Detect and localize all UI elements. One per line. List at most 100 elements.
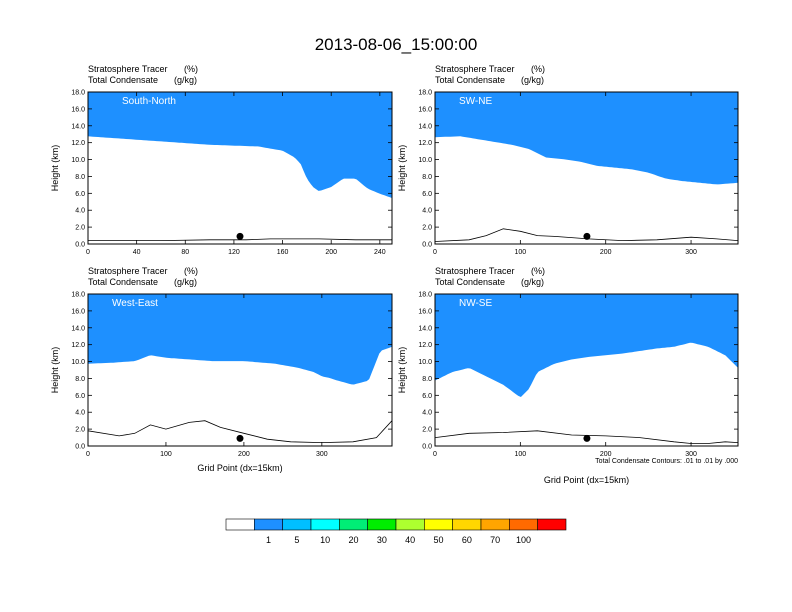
condensate-contour xyxy=(435,430,738,444)
x-tick-label: 240 xyxy=(374,249,386,256)
y-axis-label: Height (km) xyxy=(50,347,60,394)
subtitle-condensate: Total Condensate xyxy=(88,277,158,287)
y-tick-label: 18.0 xyxy=(418,292,432,299)
y-tick-label: 6.0 xyxy=(75,393,85,400)
colorbar-label: 40 xyxy=(405,535,415,545)
colorbar-box xyxy=(509,518,538,531)
y-tick-label: 2.0 xyxy=(75,427,85,434)
y-tick-label: 4.0 xyxy=(422,208,432,215)
tracer-field xyxy=(88,92,392,241)
colorbar-label: 20 xyxy=(348,535,358,545)
x-tick-label: 0 xyxy=(86,451,90,458)
y-tick-label: 0.0 xyxy=(422,444,432,451)
subtitle-condensate-units: (g/kg) xyxy=(521,75,544,85)
y-tick-label: 8.0 xyxy=(75,174,85,181)
panel-3: 0.0 2.0 4.0 6.0 8.0 10.0 12.0 14.0 16.0 18.0 0 100 2… xyxy=(397,266,739,485)
colorbar-box xyxy=(367,518,397,531)
subtitle-tracer-units: (%) xyxy=(531,64,545,74)
y-tick-label: 8.0 xyxy=(75,376,85,383)
colorbar-label: 100 xyxy=(516,535,531,545)
plot-frame xyxy=(87,293,393,447)
y-tick-label: 14.0 xyxy=(71,325,85,332)
tracer-field xyxy=(435,92,738,242)
colorbar: 1 5 10 20 30 40 50 60 70 100 xyxy=(225,518,567,545)
subtitle-condensate: Total Condensate xyxy=(435,277,505,287)
tracer-band-1 xyxy=(435,92,738,185)
y-axis-label: Height (km) xyxy=(397,347,407,394)
colorbar-box xyxy=(537,518,567,531)
y-tick-label: 18.0 xyxy=(71,90,85,97)
y-tick-label: 6.0 xyxy=(422,191,432,198)
subtitle-condensate-units: (g/kg) xyxy=(174,277,197,287)
tracer-band-1 xyxy=(88,294,392,385)
panel-label: SW-NE xyxy=(459,96,492,107)
tracer-band-1 xyxy=(88,92,392,198)
y-tick-label: 16.0 xyxy=(71,308,85,315)
subtitle-condensate-units: (g/kg) xyxy=(521,277,544,287)
subtitle-tracer: Stratosphere Tracer xyxy=(88,64,168,74)
y-tick-label: 4.0 xyxy=(422,410,432,417)
y-tick-label: 16.0 xyxy=(418,106,432,113)
colorbar-label: 10 xyxy=(320,535,330,545)
contour-note: Total Condensate Contours: .01 to .01 by… xyxy=(595,458,738,465)
y-tick-label: 14.0 xyxy=(71,123,85,130)
x-tick-label: 100 xyxy=(160,451,172,458)
y-axis-label: Height (km) xyxy=(397,145,407,192)
y-tick-label: 8.0 xyxy=(422,376,432,383)
y-tick-label: 16.0 xyxy=(418,308,432,315)
panel-1: 0.0 2.0 4.0 6.0 8.0 10.0 12.0 14.0 16.0 18.0 0 100 2… xyxy=(397,64,739,256)
colorbar-label: 70 xyxy=(490,535,500,545)
y-tick-label: 14.0 xyxy=(418,123,432,130)
y-tick-label: 12.0 xyxy=(71,342,85,349)
colorbar-box xyxy=(282,518,312,531)
panel-label: West-East xyxy=(112,298,158,309)
x-tick-label: 200 xyxy=(600,451,612,458)
y-tick-label: 10.0 xyxy=(418,359,432,366)
y-tick-label: 10.0 xyxy=(418,157,432,164)
colorbar-box xyxy=(225,518,255,531)
y-axis-label: Height (km) xyxy=(50,145,60,192)
tracer-band-1 xyxy=(435,294,738,397)
y-tick-label: 10.0 xyxy=(71,359,85,366)
plot-frame xyxy=(434,91,739,245)
subtitle-condensate-units: (g/kg) xyxy=(174,75,197,85)
colorbar-box xyxy=(424,518,453,531)
colorbar-box xyxy=(480,518,510,531)
colorbar-box xyxy=(452,518,482,531)
colorbar-label: 50 xyxy=(433,535,443,545)
x-tick-label: 0 xyxy=(433,451,437,458)
colorbar-box xyxy=(310,518,340,531)
y-tick-label: 12.0 xyxy=(418,342,432,349)
y-tick-label: 6.0 xyxy=(75,191,85,198)
y-tick-label: 8.0 xyxy=(422,174,432,181)
colorbar-box xyxy=(339,518,368,531)
location-marker xyxy=(583,232,591,240)
y-tick-label: 14.0 xyxy=(418,325,432,332)
x-tick-label: 40 xyxy=(133,249,141,256)
x-tick-label: 300 xyxy=(316,451,328,458)
tracer-field xyxy=(88,294,392,444)
y-tick-label: 18.0 xyxy=(418,90,432,97)
subtitle-tracer-units: (%) xyxy=(531,266,545,276)
subtitle-condensate: Total Condensate xyxy=(88,75,158,85)
x-tick-label: 200 xyxy=(238,451,250,458)
subtitle-tracer: Stratosphere Tracer xyxy=(88,266,168,276)
y-tick-label: 2.0 xyxy=(422,225,432,232)
panel-2: 0.0 2.0 4.0 6.0 8.0 10.0 12.0 14.0 16.0 18.0 0 100 2… xyxy=(50,266,393,473)
x-tick-label: 300 xyxy=(685,249,697,256)
x-tick-label: 100 xyxy=(515,249,527,256)
colorbar-label: 5 xyxy=(294,535,299,545)
y-tick-label: 2.0 xyxy=(422,427,432,434)
y-tick-label: 0.0 xyxy=(75,444,85,451)
x-tick-label: 300 xyxy=(685,451,697,458)
subtitle-condensate: Total Condensate xyxy=(435,75,505,85)
x-axis-label: Grid Point (dx=15km) xyxy=(197,463,282,473)
x-tick-label: 0 xyxy=(433,249,437,256)
location-marker xyxy=(236,232,244,240)
panel-label: NW-SE xyxy=(459,298,492,309)
colorbar-label: 30 xyxy=(377,535,387,545)
subtitle-tracer: Stratosphere Tracer xyxy=(435,64,515,74)
colorbar-box xyxy=(254,518,283,531)
condensate-contour xyxy=(88,420,392,444)
